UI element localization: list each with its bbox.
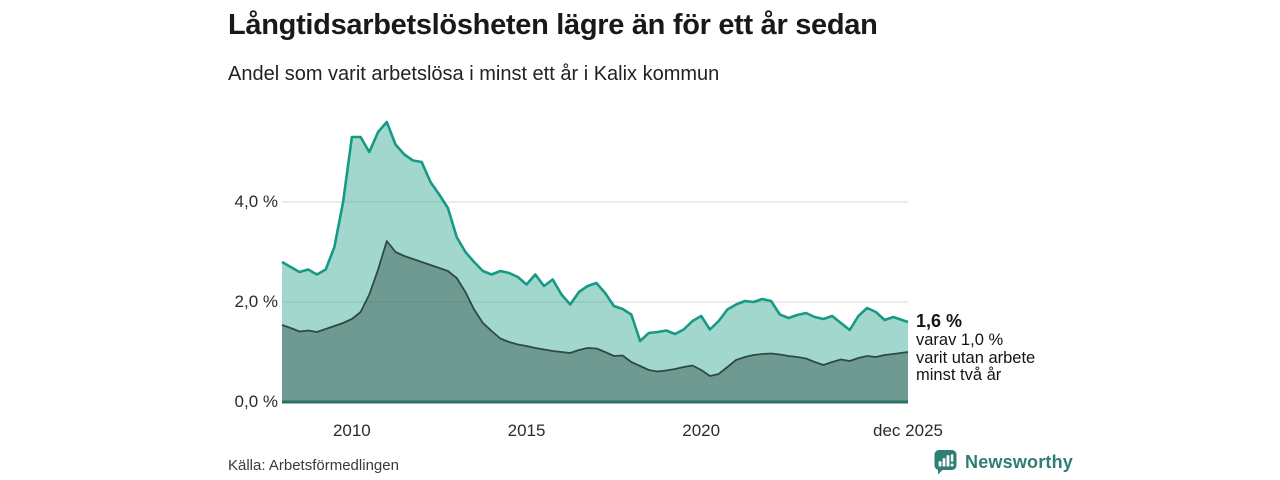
x-axis-label: 2010 xyxy=(332,421,371,440)
series-line-1 xyxy=(281,240,909,377)
newsworthy-icon xyxy=(934,450,957,475)
series-line-0 xyxy=(281,120,909,343)
chart-subtitle: Andel som varit arbetslösa i minst ett å… xyxy=(228,63,720,85)
chart-title: Långtidsarbetslösheten lägre än för ett … xyxy=(228,9,878,41)
x-axis-label: 2015 xyxy=(507,421,546,440)
x-axis-label: dec 2025 xyxy=(873,421,943,440)
plot-area xyxy=(281,106,909,406)
y-axis-label: 4,0 % xyxy=(234,192,278,211)
latest-total-value: 1,6 % xyxy=(916,311,963,331)
brand-logo[interactable]: Newsworthy xyxy=(934,449,1073,475)
y-axis-label: 0,0 % xyxy=(234,392,278,411)
annotation-line: varit utan arbete xyxy=(916,348,1036,367)
y-axis-label: 2,0 % xyxy=(234,292,278,311)
annotation-line: minst två år xyxy=(916,366,1002,384)
latest-value-annotation: 1,6 % varav 1,0 % varit utan arbete mins… xyxy=(916,311,1035,385)
brand-name: Newsworthy xyxy=(965,451,1074,472)
annotation-line: varav 1,0 % xyxy=(916,331,1004,349)
source-note: Källa: Arbetsförmedlingen xyxy=(228,457,399,474)
series-area-1 xyxy=(282,241,908,402)
series-area-0 xyxy=(282,122,908,402)
x-axis-label: 2020 xyxy=(682,421,721,440)
area-chart-svg xyxy=(281,120,909,404)
